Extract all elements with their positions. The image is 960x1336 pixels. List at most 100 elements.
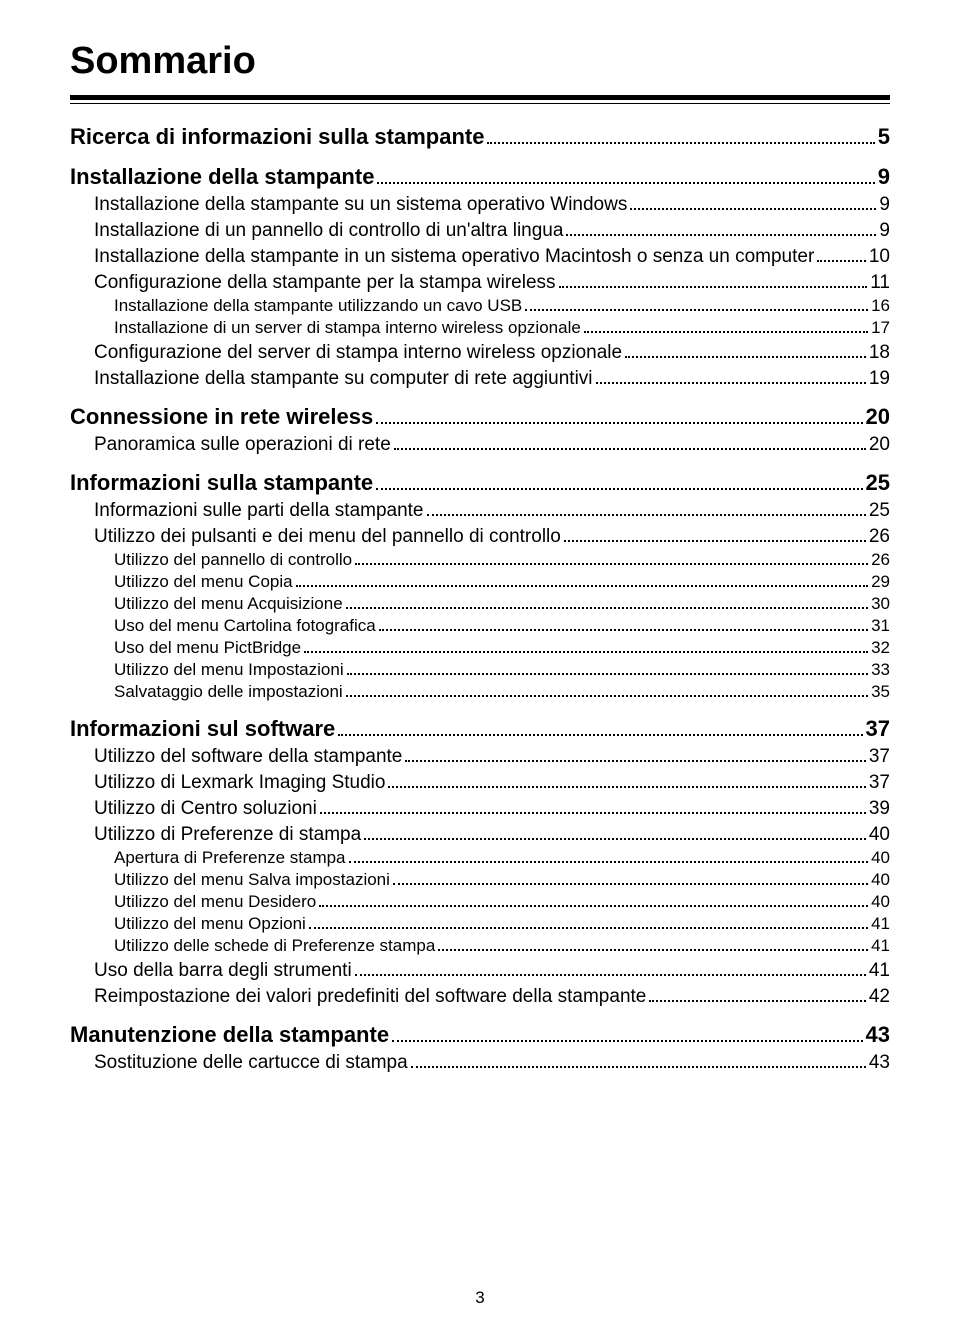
toc-entry-page: 10 [869, 246, 890, 268]
toc-leader-dots [411, 1055, 866, 1068]
toc-leader-dots [355, 553, 868, 565]
toc-entry[interactable]: Configurazione del server di stampa inte… [70, 342, 890, 364]
toc-entry[interactable]: Manutenzione della stampante43 [70, 1022, 890, 1048]
toc-entry-page: 26 [871, 550, 890, 570]
toc-entry-page: 25 [869, 500, 890, 522]
toc-entry-page: 37 [866, 716, 890, 742]
toc-entry[interactable]: Utilizzo del menu Copia 29 [70, 572, 890, 592]
toc-leader-dots [649, 989, 866, 1002]
toc-entry[interactable]: Utilizzo del pannello di controllo26 [70, 550, 890, 570]
toc-entry[interactable]: Informazioni sulle parti della stampante… [70, 500, 890, 522]
toc-entry[interactable]: Installazione della stampante utilizzand… [70, 296, 890, 316]
toc-entry-label: Utilizzo del menu Copia [114, 572, 293, 592]
toc-leader-dots [296, 575, 868, 587]
toc-entry-label: Reimpostazione dei valori predefiniti de… [94, 986, 646, 1008]
toc-entry-label: Utilizzo delle schede di Preferenze stam… [114, 936, 435, 956]
toc-leader-dots [309, 917, 868, 929]
toc-entry-page: 26 [869, 526, 890, 548]
toc-entry-page: 29 [871, 572, 890, 592]
toc-entry-page: 17 [871, 318, 890, 338]
toc-entry-page: 37 [869, 746, 890, 768]
toc-entry-label: Utilizzo del menu Impostazioni [114, 660, 344, 680]
toc-entry-label: Configurazione della stampante per la st… [94, 272, 556, 294]
toc-entry[interactable]: Salvataggio delle impostazioni35 [70, 682, 890, 702]
toc-leader-dots [349, 851, 869, 863]
toc-entry-page: 43 [866, 1022, 890, 1048]
toc-entry-label: Informazioni sul software [70, 716, 335, 742]
toc-entry[interactable]: Installazione di un pannello di controll… [70, 220, 890, 242]
toc-entry[interactable]: Utilizzo di Lexmark Imaging Studio37 [70, 772, 890, 794]
toc-leader-dots [379, 619, 868, 631]
toc-leader-dots [584, 321, 868, 333]
toc-entry-label: Installazione della stampante in un sist… [94, 246, 814, 268]
toc-entry-page: 11 [870, 272, 890, 294]
toc-entry[interactable]: Panoramica sulle operazioni di rete20 [70, 434, 890, 456]
toc-leader-dots [347, 663, 868, 675]
table-of-contents: Ricerca di informazioni sulla stampante5… [70, 124, 890, 1074]
toc-entry-label: Installazione di un server di stampa int… [114, 318, 581, 338]
toc-leader-dots [355, 963, 866, 976]
toc-entry[interactable]: Utilizzo delle schede di Preferenze stam… [70, 936, 890, 956]
toc-leader-dots [376, 475, 862, 490]
toc-entry[interactable]: Utilizzo dei pulsanti e dei menu del pan… [70, 526, 890, 548]
toc-leader-dots [392, 1027, 862, 1042]
toc-entry[interactable]: Sostituzione delle cartucce di stampa43 [70, 1052, 890, 1074]
toc-entry[interactable]: Utilizzo del software della stampante 37 [70, 746, 890, 768]
toc-entry[interactable]: Installazione della stampante in un sist… [70, 246, 890, 268]
toc-entry-label: Installazione della stampante utilizzand… [114, 296, 522, 316]
toc-leader-dots [487, 129, 874, 144]
toc-entry[interactable]: Installazione di un server di stampa int… [70, 318, 890, 338]
toc-leader-dots [319, 895, 868, 907]
toc-entry-label: Utilizzo del software della stampante [94, 746, 402, 768]
toc-entry[interactable]: Utilizzo del menu Opzioni41 [70, 914, 890, 934]
toc-entry[interactable]: Informazioni sulla stampante25 [70, 470, 890, 496]
toc-leader-dots [377, 169, 874, 184]
toc-entry[interactable]: Informazioni sul software 37 [70, 716, 890, 742]
page: Sommario Ricerca di informazioni sulla s… [0, 0, 960, 1336]
toc-leader-dots [346, 685, 868, 697]
toc-entry[interactable]: Utilizzo del menu Acquisizione30 [70, 594, 890, 614]
toc-entry-page: 30 [871, 594, 890, 614]
toc-entry[interactable]: Apertura di Preferenze stampa40 [70, 848, 890, 868]
toc-entry-page: 42 [869, 986, 890, 1008]
toc-entry-page: 9 [879, 220, 890, 242]
toc-leader-dots [625, 345, 866, 358]
toc-entry[interactable]: Installazione della stampante9 [70, 164, 890, 190]
toc-leader-dots [566, 223, 876, 236]
toc-entry[interactable]: Utilizzo di Preferenze di stampa40 [70, 824, 890, 846]
toc-entry[interactable]: Uso del menu PictBridge32 [70, 638, 890, 658]
toc-entry[interactable]: Configurazione della stampante per la st… [70, 272, 890, 294]
toc-entry-label: Configurazione del server di stampa inte… [94, 342, 622, 364]
toc-entry-page: 40 [871, 848, 890, 868]
toc-entry[interactable]: Ricerca di informazioni sulla stampante5 [70, 124, 890, 150]
toc-entry[interactable]: Installazione della stampante su compute… [70, 368, 890, 390]
toc-entry[interactable]: Utilizzo del menu Desidero40 [70, 892, 890, 912]
toc-leader-dots [438, 939, 868, 951]
toc-entry-label: Installazione della stampante [70, 164, 374, 190]
toc-entry-page: 16 [871, 296, 890, 316]
toc-entry-page: 20 [866, 404, 890, 430]
toc-entry-page: 5 [878, 124, 890, 150]
toc-entry[interactable]: Reimpostazione dei valori predefiniti de… [70, 986, 890, 1008]
toc-entry-label: Panoramica sulle operazioni di rete [94, 434, 391, 456]
toc-entry-label: Utilizzo di Lexmark Imaging Studio [94, 772, 385, 794]
toc-entry-label: Installazione di un pannello di controll… [94, 220, 563, 242]
toc-entry-page: 18 [869, 342, 890, 364]
toc-leader-dots [630, 197, 876, 210]
toc-entry-page: 40 [871, 892, 890, 912]
toc-entry-label: Uso della barra degli strumenti [94, 960, 352, 982]
toc-entry[interactable]: Connessione in rete wireless 20 [70, 404, 890, 430]
toc-leader-dots [596, 371, 866, 384]
toc-entry-label: Salvataggio delle impostazioni [114, 682, 343, 702]
toc-entry-label: Informazioni sulla stampante [70, 470, 373, 496]
toc-entry[interactable]: Uso della barra degli strumenti 41 [70, 960, 890, 982]
toc-entry[interactable]: Utilizzo del menu Impostazioni33 [70, 660, 890, 680]
toc-entry[interactable]: Utilizzo di Centro soluzioni39 [70, 798, 890, 820]
toc-entry-page: 41 [871, 936, 890, 956]
toc-entry[interactable]: Utilizzo del menu Salva impostazioni40 [70, 870, 890, 890]
toc-entry-label: Utilizzo di Centro soluzioni [94, 798, 317, 820]
toc-entry-label: Connessione in rete wireless [70, 404, 373, 430]
toc-entry-page: 41 [869, 960, 890, 982]
toc-entry[interactable]: Uso del menu Cartolina fotografica31 [70, 616, 890, 636]
toc-entry[interactable]: Installazione della stampante su un sist… [70, 194, 890, 216]
